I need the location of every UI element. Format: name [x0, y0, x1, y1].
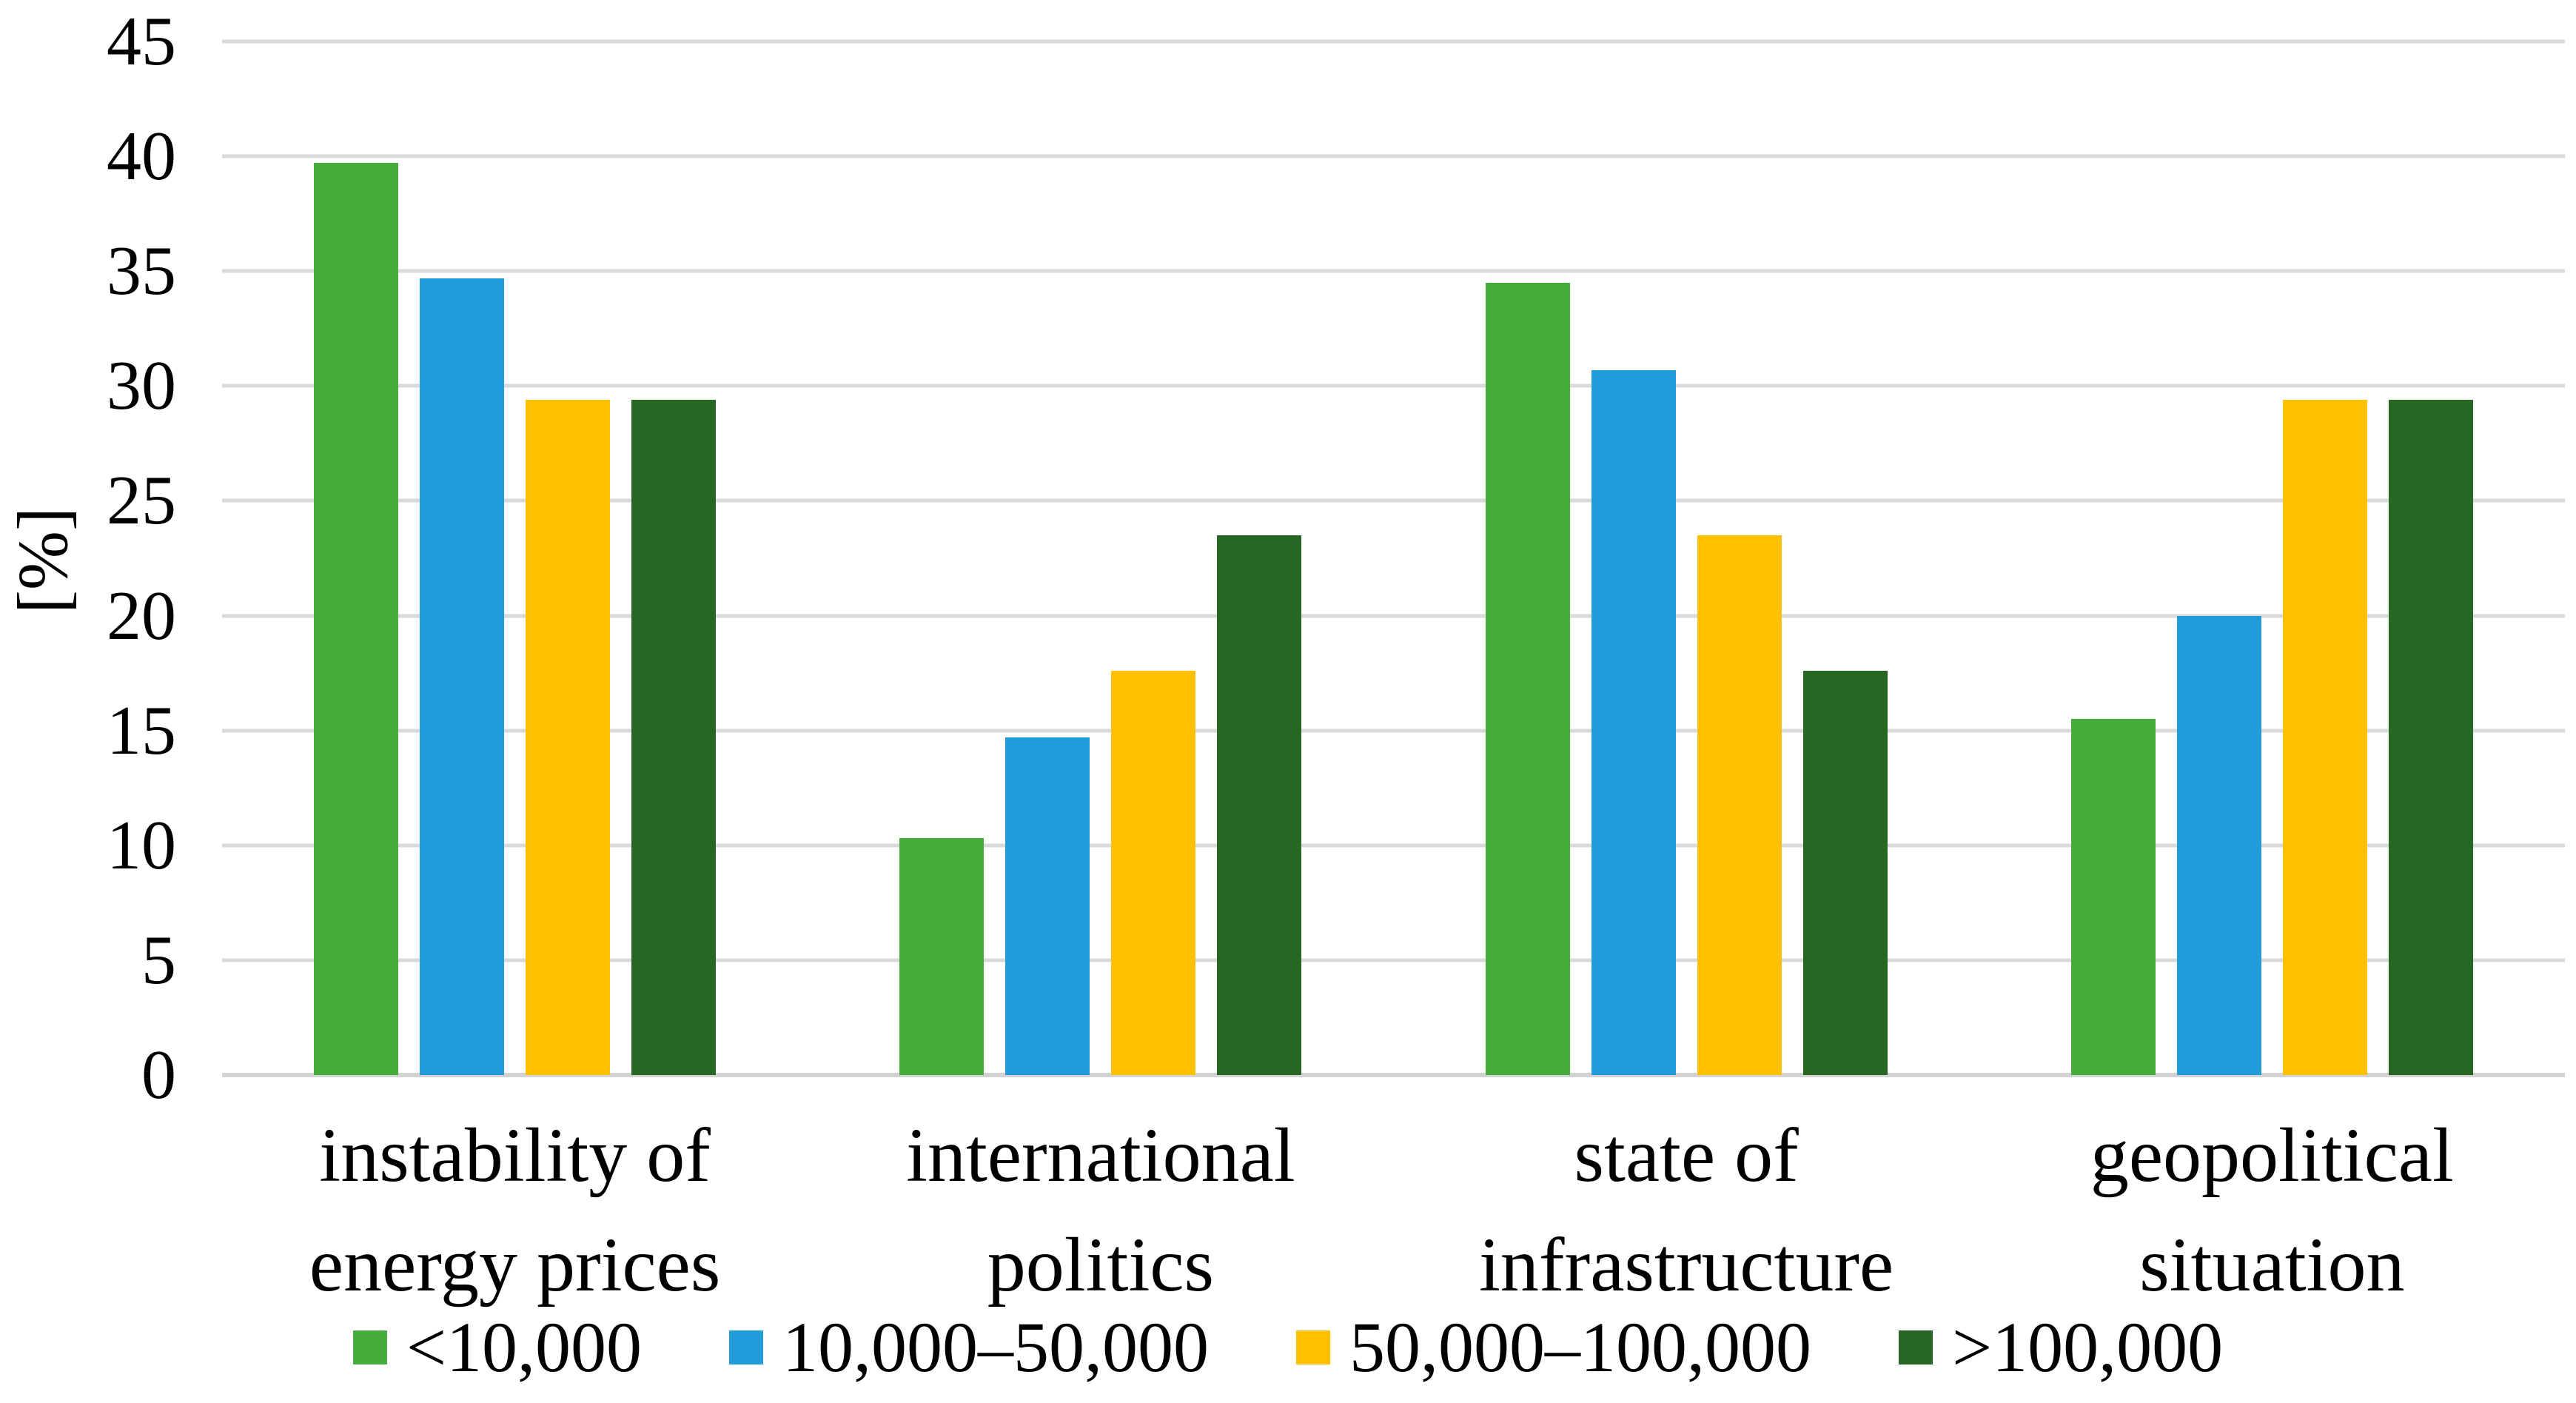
y-tick-label-5: 5 [141, 921, 176, 999]
gridline-40 [222, 154, 2565, 158]
gridline-30 [222, 384, 2565, 388]
legend-label-4: >100,000 [1952, 1307, 2224, 1387]
gridline-10 [222, 843, 2565, 848]
plot-area [222, 39, 2565, 1077]
bar-series-4-category-4 [2388, 399, 2473, 1075]
x-axis-line [222, 1073, 2565, 1077]
gridline-25 [222, 498, 2565, 503]
bar-group-2 [899, 41, 1302, 1075]
gridline-45 [222, 39, 2565, 44]
legend-label-1: <10,000 [406, 1307, 642, 1387]
bar-series-3-category-1 [526, 399, 611, 1075]
bar-series-2-category-1 [420, 278, 505, 1075]
legend-item-2: 10,000–50,000 [729, 1312, 1209, 1383]
bar-series-1-category-3 [1485, 282, 1570, 1075]
y-tick-label-25: 25 [107, 462, 176, 540]
y-tick-label-15: 15 [107, 692, 176, 769]
bar-series-2-category-2 [1005, 737, 1090, 1075]
legend-item-3: 50,000–100,000 [1296, 1312, 1811, 1383]
legend-label-3: 50,000–100,000 [1349, 1307, 1811, 1387]
y-tick-label-10: 10 [107, 806, 176, 884]
bar-series-2-category-3 [1591, 369, 1676, 1075]
y-tick-label-0: 0 [141, 1037, 176, 1114]
bar-series-4-category-2 [1217, 535, 1302, 1075]
legend-item-1: <10,000 [352, 1307, 642, 1387]
bar-series-4-category-3 [1802, 671, 1888, 1075]
legend-swatch-icon [352, 1330, 387, 1365]
bar-series-3-category-2 [1111, 671, 1196, 1075]
bar-series-3-category-3 [1697, 535, 1782, 1075]
category-label-3: state of infrastructure [1479, 1113, 1894, 1307]
gridline-35 [222, 269, 2565, 273]
gridline-20 [222, 614, 2565, 618]
category-label-2: international politics [906, 1113, 1295, 1307]
legend-swatch-icon [1296, 1330, 1330, 1365]
gridline-15 [222, 729, 2565, 733]
y-tick-label-30: 30 [107, 347, 176, 425]
bar-group-4 [2070, 41, 2473, 1075]
bar-series-1-category-4 [2070, 719, 2156, 1075]
legend: <10,000 10,000–50,000 50,000–100,000 >100,0… [0, 1303, 2576, 1392]
bar-series-1-category-1 [314, 163, 399, 1075]
bar-series-4-category-1 [631, 399, 717, 1075]
bar-series-3-category-4 [2282, 399, 2367, 1075]
y-tick-label-35: 35 [107, 232, 176, 310]
legend-swatch-icon [729, 1330, 763, 1365]
bar-group-1 [314, 41, 717, 1075]
y-tick-label-45: 45 [107, 3, 176, 80]
bar-series-2-category-4 [2176, 615, 2261, 1075]
x-axis-category-labels: instability of energy prices internationa… [222, 1101, 2565, 1308]
bar-series-1-category-2 [899, 838, 985, 1075]
legend-item-4: >100,000 [1899, 1312, 2223, 1383]
gridline-5 [222, 958, 2565, 962]
y-tick-label-40: 40 [107, 118, 176, 195]
legend-label-2: 10,000–50,000 [782, 1307, 1209, 1387]
y-tick-label-20: 20 [107, 577, 176, 654]
bar-group-3 [1485, 41, 1888, 1075]
category-label-1: instability of energy prices [309, 1113, 721, 1307]
y-axis-tick-labels: 0 5 10 15 20 25 30 35 40 45 [0, 7, 176, 1110]
category-label-4: geopolitical situation [2090, 1113, 2454, 1307]
legend-swatch-icon [1899, 1330, 1933, 1365]
